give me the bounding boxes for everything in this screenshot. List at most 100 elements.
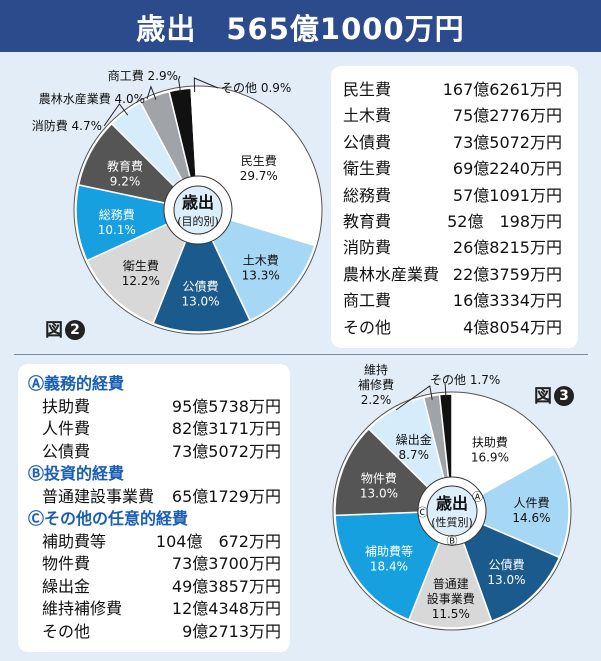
- row-amount: 75億2776万円: [452, 106, 562, 126]
- pie-1-value-5: 10.1%: [98, 223, 136, 237]
- pie-1-label-9: 商工費 2.9%: [108, 68, 178, 83]
- nature-table: [18, 364, 290, 652]
- table-row: 教育費 52億 198万円: [343, 208, 562, 232]
- row-name: 繰出金: [42, 576, 91, 596]
- row-amount: 73億3700万円: [171, 554, 281, 573]
- pie-2-center-title: 歳出: [436, 494, 468, 513]
- row-amount: 57億1091万円: [452, 185, 562, 205]
- table-row: 商工費 16億3334万円: [343, 287, 562, 311]
- row-name: 普通建設事業費: [42, 486, 155, 506]
- figure-2-prefix: 図: [45, 320, 63, 341]
- row-name: 教育費: [343, 212, 392, 231]
- pie-2-slice-2: [450, 452, 570, 559]
- row-name: 公債費: [343, 132, 392, 152]
- pie-2-value-4: 11.5%: [432, 607, 470, 621]
- pie-2-value-1: 16.9%: [471, 450, 509, 464]
- group-title-1: Ⓐ義務的経費: [28, 374, 125, 393]
- row-amount: 65億1729万円: [171, 486, 281, 506]
- pie-1-value-4: 12.2%: [122, 274, 160, 288]
- pie-2-center: [426, 485, 478, 537]
- row-name: 農林水産業費: [343, 264, 440, 284]
- row-name: 維持補修費: [42, 599, 123, 618]
- table-row: 農林水産業費 22億3759万円: [343, 261, 562, 285]
- pie-1-label-8: 農林水産業費 4.0%: [39, 91, 145, 106]
- pie-1-slice-4: [85, 208, 200, 325]
- row-amount: 82億3171万円: [171, 419, 281, 438]
- table-row: 普通建設事業費 65億1729万円: [42, 483, 281, 507]
- table-row: その他 4億8054万円: [343, 314, 562, 338]
- page-title: 歳出 565億1000万円: [136, 12, 465, 46]
- pie-1-label-7: 消防費 4.7%: [32, 118, 102, 133]
- table-row: その他 9億2713万円: [42, 618, 281, 642]
- pie-1-center-title: 歳出: [182, 193, 214, 212]
- pie-1-center-subtitle: (目的別): [177, 214, 219, 228]
- table-row: 消防費 26億8215万円: [343, 234, 562, 258]
- row-name: 扶助費: [42, 396, 91, 416]
- pie-2-value-7: 8.7%: [398, 448, 429, 462]
- pie-2: [332, 384, 572, 631]
- pie-2-category-8-2: 補修費: [358, 377, 394, 392]
- pie-2-category-1: 扶助費: [472, 434, 508, 449]
- row-amount: 4億8054万円: [463, 317, 562, 337]
- table-row: 公債費 73億5072万円: [42, 438, 281, 462]
- row-name: 補助費等: [42, 531, 107, 551]
- group-title-3: Ⓒその他の任意的経費: [28, 509, 189, 528]
- pie-1-category-1: 民生費: [241, 153, 277, 168]
- row-name: その他: [42, 621, 91, 641]
- pie-2-label-9: その他 1.7%: [430, 373, 500, 387]
- section-divider: [14, 354, 588, 355]
- row-name: 公債費: [42, 441, 91, 461]
- figure-2-number: 2: [65, 320, 85, 340]
- pie-2-category-7: 繰出金: [396, 432, 432, 447]
- pie-2-value-2: 14.6%: [512, 511, 550, 525]
- pie-2-category-8-1: 維持: [364, 362, 388, 377]
- table-row: 物件費 73億3700万円: [42, 550, 281, 574]
- row-name: 総務費: [343, 185, 392, 205]
- table-row: 公債費 73億5072万円: [343, 129, 562, 153]
- row-name: 消防費: [343, 238, 392, 258]
- row-amount: 69億2240万円: [452, 159, 562, 179]
- pie-2-category-6: 物件費: [361, 471, 397, 486]
- table-row: 人件費 82億3171万円: [42, 415, 281, 439]
- row-amount: 22億3759万円: [452, 264, 562, 284]
- pie-1-label-10: その他 0.9%: [221, 81, 291, 95]
- table-row: 繰出金 49億3857万円: [42, 573, 281, 597]
- pie-2-category-2: 人件費: [513, 495, 549, 510]
- pie-2-value-5: 18.4%: [370, 560, 408, 574]
- row-amount: 104億 672万円: [155, 531, 281, 551]
- pie-1: [73, 75, 323, 335]
- row-amount: 16億3334万円: [452, 291, 562, 311]
- pie-2-value-3: 13.0%: [487, 573, 525, 587]
- row-amount: 26億8215万円: [452, 238, 562, 258]
- pie-2-value-8: 2.2%: [361, 393, 392, 407]
- pie-2-center-subtitle: (性質別): [431, 515, 473, 529]
- pie-2-slice-1: [451, 393, 556, 513]
- pie-1-category-4: 衛生費: [123, 258, 159, 273]
- row-name: 衛生費: [343, 159, 392, 179]
- row-name: 土木費: [343, 106, 392, 126]
- pie-1-slice-2: [196, 208, 316, 322]
- table-row: 扶助費 95億5738万円: [42, 393, 281, 417]
- group-title-2: Ⓑ投資的経費: [28, 464, 125, 483]
- pie-2-value-6: 13.0%: [360, 487, 398, 501]
- pie-1-leader-8: [146, 85, 157, 100]
- pie-2-category-4-1: 普通建: [433, 577, 469, 591]
- pie-1-category-2: 土木費: [243, 252, 279, 267]
- table-row: 維持補修費 12億4348万円: [42, 595, 281, 619]
- table-row: 民生費 167億6261万円: [343, 76, 562, 100]
- pie-2-slice-3: [450, 509, 561, 623]
- pie-1-value-6: 9.2%: [110, 174, 141, 188]
- pie-2-leader-9: [444, 384, 447, 399]
- pie-2-category-4-2: 設事業費: [427, 591, 475, 606]
- pie-1-slice-3: [152, 208, 251, 333]
- row-amount: 52億 198万円: [447, 212, 562, 231]
- row-amount: 12億4348万円: [171, 599, 281, 618]
- row-name: 人件費: [42, 419, 91, 438]
- pie-1-value-3: 13.0%: [181, 294, 219, 308]
- pie-1-category-5: 総務費: [99, 207, 135, 222]
- table-row: 衛生費 69億2240万円: [343, 155, 562, 179]
- pie-2-group-mark-3: Ⓒ: [417, 506, 428, 519]
